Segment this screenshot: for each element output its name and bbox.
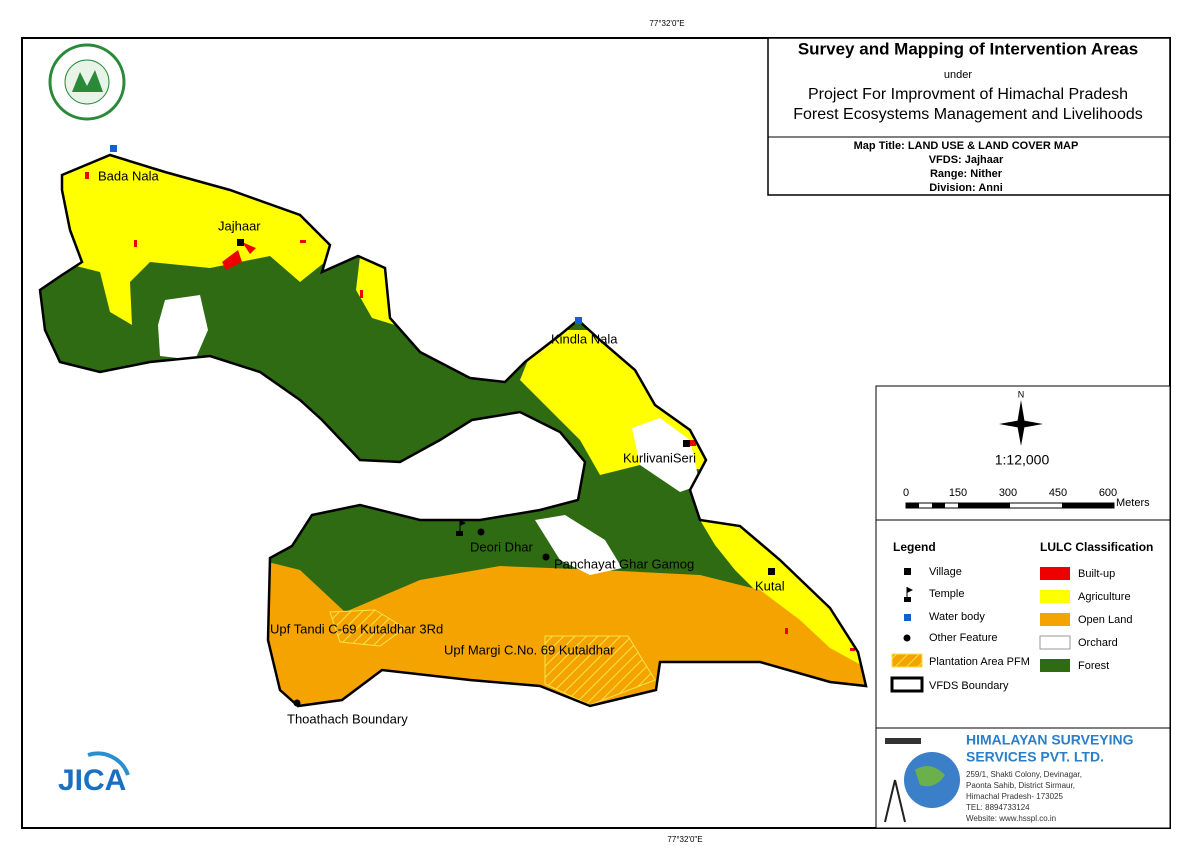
place-label: Bada Nala <box>98 168 159 183</box>
map-symbols <box>110 145 775 707</box>
title: Survey and Mapping of Intervention Areas <box>798 39 1138 58</box>
coord-label: 77°32'0"E <box>649 19 684 28</box>
scale-tick: 0 <box>903 487 909 499</box>
detail: VFDS: Jajhaar <box>929 154 1004 166</box>
subtitle: under <box>944 69 972 81</box>
orchard <box>632 418 700 492</box>
lulc-label: Forest <box>1078 660 1109 672</box>
north-arrow <box>999 400 1043 446</box>
legend-label: Other Feature <box>929 632 997 644</box>
place-label: KurlivaniSeri <box>623 450 696 465</box>
legend-symbol <box>890 676 924 693</box>
company-name: HIMALAYAN SURVEYING <box>966 732 1134 748</box>
lulc-title: LULC Classification <box>1040 540 1153 554</box>
orchard <box>158 295 208 360</box>
scale-ratio: 1:12,000 <box>995 452 1050 468</box>
scale-tick: 600 <box>1099 487 1117 499</box>
lulc-label: Orchard <box>1078 637 1118 649</box>
project-line: Project For Improvment of Himachal Prade… <box>808 86 1128 103</box>
scale-unit: Meters <box>1116 497 1150 509</box>
plantation <box>544 635 656 706</box>
lulc-swatch <box>1040 567 1070 580</box>
legend-symbol <box>904 587 913 602</box>
legend-title: Legend <box>893 540 936 554</box>
company-address: Himachal Pradesh- 173025 <box>966 792 1063 801</box>
north-label: N <box>1018 389 1025 399</box>
place-label: Upf Margi C.No. 69 Kutaldhar <box>444 642 615 657</box>
legend-label: Village <box>929 566 962 578</box>
company-name: SERVICES PVT. LTD. <box>966 749 1104 765</box>
company-address: Website: www.hsspl.co.in <box>966 814 1056 823</box>
lulc-label: Agriculture <box>1078 591 1131 603</box>
orchard <box>535 515 622 575</box>
company-logo <box>884 738 960 823</box>
logo-text: JICA <box>58 764 126 797</box>
place-label: Jajhaar <box>218 218 261 233</box>
legend-label: Temple <box>929 588 964 600</box>
place-label: Kutal <box>755 578 785 593</box>
scale-bar <box>905 502 1115 509</box>
detail: Division: Anni <box>929 182 1003 194</box>
detail: Map Title: LAND USE & LAND COVER MAP <box>854 140 1079 152</box>
jica-logo: JICA <box>58 751 130 797</box>
scale-tick: 300 <box>999 487 1017 499</box>
lulc-swatch <box>1040 613 1070 626</box>
lulc-label: Open Land <box>1078 614 1132 626</box>
lulc-swatch <box>1039 635 1071 650</box>
forest-logo <box>48 43 126 121</box>
title-block: Survey and Mapping of Intervention Areas… <box>767 37 1171 196</box>
legend-symbol <box>904 614 911 621</box>
legend-symbol <box>891 653 923 668</box>
legend-symbol <box>903 634 911 642</box>
legend-label: Water body <box>929 611 985 623</box>
company-address: Paonta Sahib, District Sirmaur, <box>966 781 1075 790</box>
company-address: TEL: 8894733124 <box>966 803 1030 812</box>
place-label: Deori Dhar <box>470 539 534 554</box>
place-label: Panchayat Ghar Gamog <box>554 556 694 571</box>
place-label: Thoathach Boundary <box>287 711 408 726</box>
place-label: Upf Tandi C-69 Kutaldhar 3Rd <box>270 621 443 636</box>
scale-tick: 150 <box>949 487 967 499</box>
company-address: 259/1, Shakti Colony, Devinagar, <box>966 770 1082 779</box>
built-up <box>85 172 855 651</box>
side-panel: N 1:12,000 0 150 300 450 600 Meters Lege… <box>875 385 1171 829</box>
plantation <box>329 609 406 647</box>
lulc-swatch <box>1040 590 1070 603</box>
scale-tick: 450 <box>1049 487 1067 499</box>
legend-label: VFDS Boundary <box>929 680 1009 692</box>
detail: Range: Nither <box>930 168 1003 180</box>
lulc-swatch <box>1040 659 1070 672</box>
lulc-label: Built-up <box>1078 568 1115 580</box>
place-label: Kindla Nala <box>551 331 618 346</box>
legend-label: Plantation Area PFM <box>929 656 1030 668</box>
legend-symbol <box>904 568 911 575</box>
coord-label: 77°32'0"E <box>667 835 702 844</box>
project-line: Forest Ecosystems Management and Livelih… <box>793 106 1143 123</box>
